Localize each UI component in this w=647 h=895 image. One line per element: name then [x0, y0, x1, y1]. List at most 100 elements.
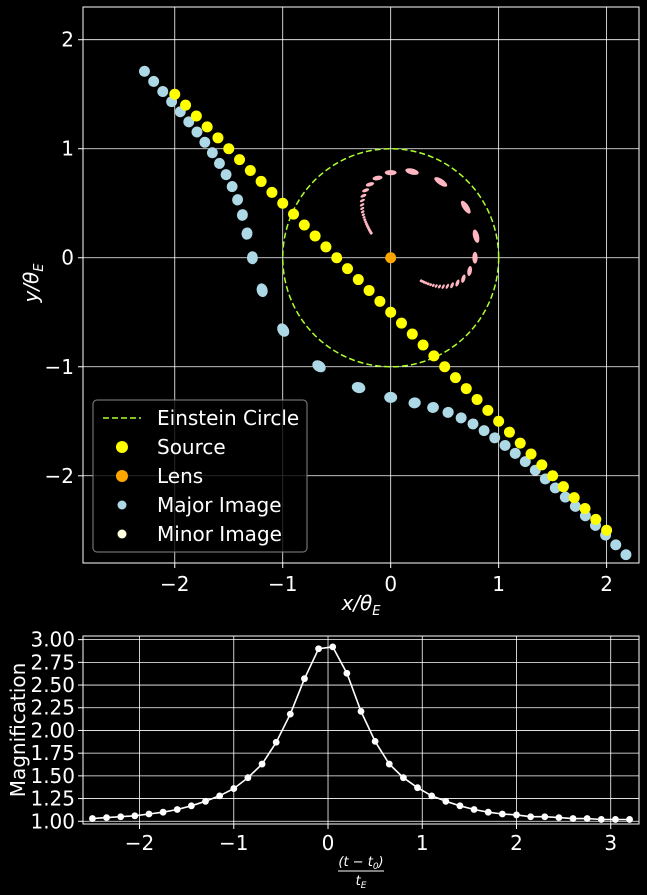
lens-point	[385, 252, 397, 264]
major-image-point	[312, 360, 326, 373]
major-image-point	[148, 75, 160, 87]
minor-image-point	[362, 188, 370, 193]
legend-label: Einstein Circle	[157, 406, 299, 430]
x-tick-label: 1	[492, 572, 505, 596]
minor-image-point	[364, 220, 368, 224]
y-tick-label: 3.00	[30, 628, 75, 652]
source-point	[309, 230, 321, 242]
magnification-point	[145, 810, 153, 818]
magnification-point	[626, 816, 633, 823]
magnification-point	[159, 808, 167, 816]
minor-image-point	[405, 168, 419, 175]
source-point	[190, 110, 202, 122]
x-tick-label: 3	[604, 831, 617, 855]
major-image-point	[226, 181, 238, 193]
major-image-point	[214, 157, 225, 169]
magnification-point	[117, 813, 125, 821]
magnification-point	[400, 774, 407, 782]
x-tick-label: −1	[219, 831, 248, 855]
magnification-point	[343, 669, 351, 677]
y-tick-label: −2	[45, 464, 74, 488]
source-point	[277, 197, 289, 209]
lensing-y-axis-label: y/θE	[19, 263, 47, 304]
source-point	[331, 252, 343, 264]
minor-image-point	[472, 229, 480, 243]
source-point	[406, 328, 418, 340]
major-image-point	[519, 456, 531, 468]
magnification-panel: −2 −1 0 1 2 3 1.001.251.501.752.002.252.502.75…	[6, 628, 640, 891]
minor-image-point	[434, 284, 438, 288]
magnification-point	[484, 808, 492, 816]
source-point	[482, 404, 494, 416]
y-tick-label: 2	[61, 28, 74, 52]
source-point	[266, 186, 278, 198]
source-point	[363, 284, 375, 296]
source-point	[503, 426, 515, 438]
source-points	[169, 88, 613, 536]
y-tick-label: −1	[45, 355, 74, 379]
y-tick-label: 2.00	[30, 718, 75, 742]
y-tick-label: 2.50	[30, 673, 75, 697]
magnification-point	[442, 797, 450, 805]
legend-label: Minor Image	[157, 522, 282, 546]
source-point	[244, 165, 256, 177]
source-point	[352, 274, 364, 286]
magnification-point	[470, 806, 478, 813]
source-point	[223, 143, 235, 155]
source-point	[568, 492, 580, 504]
minor-image-point	[359, 198, 365, 203]
magnification-x-axis-label: (t − t0) tE	[338, 855, 384, 891]
magnification-point	[428, 792, 436, 800]
minor-image-point	[363, 218, 367, 222]
magnification-point	[286, 710, 294, 718]
minor-image-point	[362, 216, 366, 219]
magnification-point	[555, 814, 563, 822]
legend-item: Lens	[116, 464, 203, 488]
source-point	[557, 481, 569, 493]
legend-marker-swatch	[116, 470, 128, 482]
source-point	[471, 393, 483, 405]
minor-image-point	[460, 200, 471, 214]
major-image-point	[236, 209, 248, 221]
minor-image-point	[360, 193, 367, 198]
minor-image-point	[424, 281, 428, 285]
magnification-point	[385, 760, 393, 768]
magnification-point	[103, 814, 110, 822]
y-tick-label: 1.50	[30, 764, 75, 788]
major-image-point	[256, 283, 268, 297]
x-tick-label: 0	[384, 572, 397, 596]
legend-marker-swatch	[117, 529, 127, 539]
x-tick-label: 0	[322, 831, 335, 855]
source-point	[525, 448, 537, 460]
major-image-point	[559, 491, 571, 503]
magnification-point	[89, 815, 96, 822]
y-tick-label: 0	[61, 246, 74, 270]
magnification-point	[414, 784, 421, 792]
source-point	[374, 295, 386, 307]
minor-image-point	[365, 182, 375, 187]
source-point	[439, 361, 451, 373]
source-point	[298, 219, 310, 231]
major-image-point	[232, 194, 244, 206]
source-point	[288, 208, 300, 220]
source-point	[212, 132, 224, 144]
source-point	[385, 306, 397, 318]
x-label-denominator: tE	[356, 874, 367, 891]
magnification-point	[371, 737, 379, 745]
major-image-point	[246, 251, 258, 265]
lensing-plot-frame	[82, 6, 640, 564]
minor-image-point	[360, 206, 365, 211]
x-tick-label: −2	[160, 572, 189, 596]
magnification-line	[92, 646, 630, 821]
source-point	[590, 513, 602, 525]
legend-marker-swatch	[116, 441, 128, 453]
source-point	[536, 459, 548, 471]
magnification-point	[131, 812, 139, 820]
magnification-point	[187, 802, 195, 810]
x-tick-label: 2	[600, 572, 613, 596]
magnification-point	[301, 675, 308, 683]
major-image-point	[199, 136, 211, 148]
y-tick-label: 1.25	[30, 787, 75, 811]
magnification-y-axis-label: Magnification	[6, 663, 30, 798]
